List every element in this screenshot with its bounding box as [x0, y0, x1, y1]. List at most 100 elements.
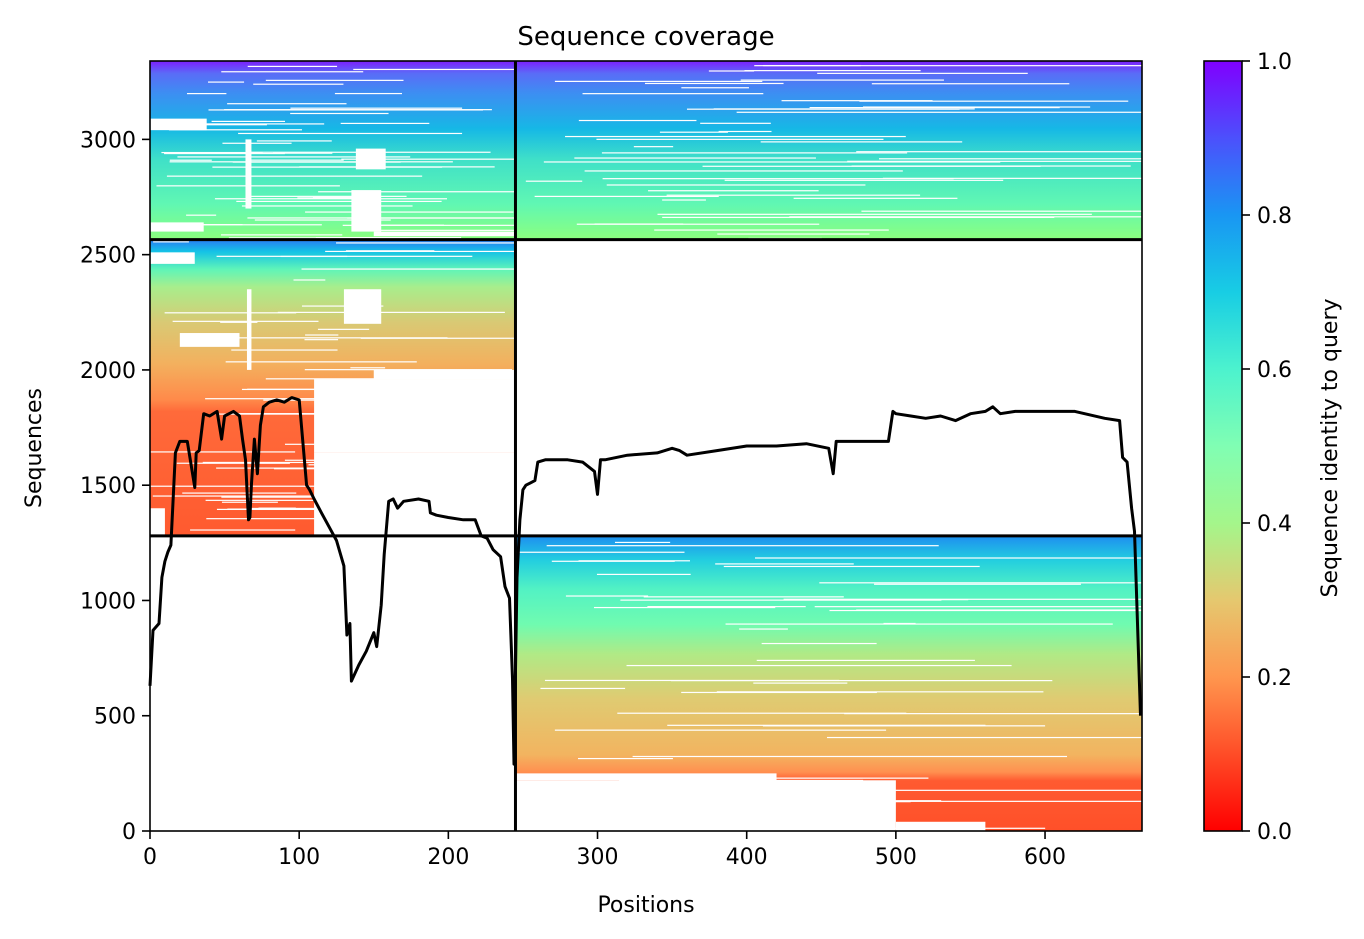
sequence-gap-streak: [272, 152, 333, 154]
colorbar-label: Sequence identity to query: [1318, 298, 1343, 597]
sequence-gap-streak: [577, 757, 673, 760]
sequence-gap-streak: [790, 800, 892, 803]
sequence-gap-streak: [247, 388, 418, 390]
sequence-gap-streak: [574, 157, 816, 159]
sequence-gap-streak: [632, 755, 1068, 758]
sequence-gap-streak: [246, 159, 344, 161]
plot-frame: [149, 60, 1143, 832]
sequence-gap-streak: [202, 461, 476, 464]
sequence-gap-streak: [169, 159, 212, 161]
sequence-gap-streak: [336, 242, 516, 244]
colorbar-tick-label: 0.6: [1257, 358, 1292, 383]
sequence-gap-streak: [817, 72, 1028, 74]
coverage-gap: [515, 773, 777, 781]
sequence-gap-streak: [334, 418, 389, 420]
sequence-gap-streak: [814, 606, 1142, 608]
sequence-gap-streak: [153, 241, 189, 243]
colorbar-tick-label: 0.0: [1257, 820, 1292, 845]
colorbar-tick-label: 0.8: [1257, 204, 1292, 229]
sequence-gap-streak: [822, 789, 1142, 791]
sequence-gap-streak: [826, 736, 1142, 739]
sequence-gap-streak: [739, 628, 788, 630]
sequence-gap-streak: [290, 107, 463, 109]
coverage-gap: [895, 821, 986, 831]
sequence-gap-streak: [265, 378, 516, 380]
coverage-gap: [314, 379, 516, 453]
sequence-gap-streak: [565, 135, 906, 138]
sequence-gap-streak: [650, 785, 791, 787]
sequence-gap-streak: [179, 124, 267, 126]
sequence-gap-streak: [324, 484, 501, 486]
sequence-gap-streak: [760, 141, 963, 143]
sequence-gap-streak: [541, 777, 643, 779]
sequence-gap-streak: [256, 140, 332, 142]
colorbar: 0.0 0.2 0.4 0.6 0.8 1.0 Sequence identity to …: [1203, 50, 1343, 845]
sequence-gap-streak: [355, 229, 516, 231]
sequence-gap-streak: [670, 680, 1053, 682]
sequence-gap-streak: [156, 185, 340, 187]
sequence-gap-streak: [205, 499, 357, 501]
sequence-gap-streak: [293, 279, 326, 281]
sequence-gap-streak: [176, 462, 290, 464]
sequence-gap-streak: [322, 529, 462, 532]
sequence-gap-streak: [308, 464, 501, 466]
sequence-gap-streak: [554, 729, 887, 731]
sequence-gap-streak: [254, 219, 391, 221]
sequence-gap-streak: [781, 100, 933, 102]
sequence-gap-streak: [207, 81, 245, 83]
sequence-gap-streak: [164, 223, 243, 226]
sequence-gap-streak: [708, 70, 755, 72]
sequence-gap-streak: [190, 529, 296, 531]
sequence-gap-streak: [263, 508, 355, 510]
sequence-gap-streak: [534, 195, 719, 198]
sequence-gap-streak: [325, 250, 516, 253]
sequence-gap-streak: [216, 255, 473, 257]
sequence-gap-streak: [318, 191, 516, 193]
sequence-gap-streak: [247, 65, 338, 68]
sequence-gap-streak: [216, 508, 358, 511]
sequence-gap-streak: [315, 237, 462, 239]
sequence-gap-streak: [543, 161, 1001, 163]
sequence-gap-streak: [793, 197, 958, 199]
coverage-gap: [515, 780, 896, 831]
sequence-gap-streak: [565, 595, 649, 597]
sequence-gap-streak: [205, 398, 435, 400]
sequence-gap-streak: [164, 152, 285, 155]
chart-title: Sequence coverage: [517, 22, 774, 52]
sequence-gap-streak: [540, 687, 626, 690]
sequence-gap-streak: [874, 583, 1081, 585]
sequence-gap-streak: [673, 808, 754, 810]
sequence-gap-streak: [284, 443, 331, 445]
x-tick-label: 200: [427, 845, 469, 870]
sequence-gap-streak: [614, 541, 671, 544]
sequence-gap-streak: [754, 65, 1142, 67]
y-tick-label: 1500: [80, 474, 136, 499]
sequence-gap-streak: [340, 122, 430, 125]
sequence-gap-streak: [364, 533, 516, 535]
sequence-gap-streak: [681, 87, 749, 89]
sequence-gap-streak: [606, 184, 866, 186]
sequence-gap-streak: [227, 103, 347, 105]
sequence-gap-streak: [859, 100, 1129, 102]
sequence-gap-streak: [863, 106, 1091, 108]
sequence-gap-streak: [844, 713, 1142, 715]
coverage-gap: [179, 333, 240, 347]
y-tick-label: 1000: [80, 589, 136, 614]
sequence-gap-streak: [214, 198, 448, 200]
sequence-gap-streak: [516, 551, 685, 553]
sequence-gap-streak: [578, 119, 697, 122]
sequence-gap-streak: [274, 468, 461, 470]
sequence-gap-streak: [883, 622, 916, 625]
sequence-gap-streak: [161, 151, 263, 154]
sequence-gap-streak: [882, 177, 1142, 179]
sequence-gap-streak: [596, 138, 884, 140]
sequence-gap-streak: [345, 250, 435, 252]
x-axis: 0 100 200 300 400 500 600: [143, 831, 1066, 870]
sequence-gap-streak: [716, 691, 1044, 693]
sequence-gap-streak: [182, 492, 297, 494]
sequence-gap-streak: [339, 399, 398, 401]
sequence-gap-streak: [253, 83, 344, 85]
sequence-gap-streak: [554, 80, 763, 82]
sequence-gap-streak: [234, 413, 467, 415]
